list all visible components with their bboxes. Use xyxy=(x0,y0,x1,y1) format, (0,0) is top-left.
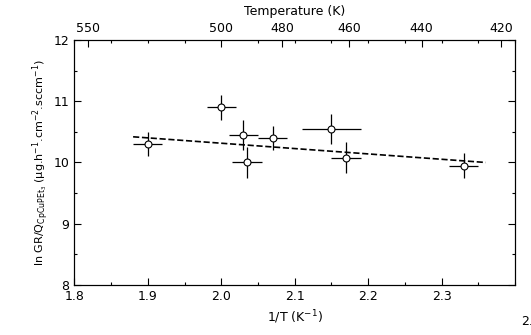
X-axis label: 1/T (K$^{-1}$): 1/T (K$^{-1}$) xyxy=(267,308,323,326)
Text: 2.4x10: 2.4x10 xyxy=(520,315,531,328)
Y-axis label: ln GR/Q$_\mathrm{CpCuPEt_3}$ (μg.h$^{-1}$.cm$^{-2}$.sccm$^{-1}$): ln GR/Q$_\mathrm{CpCuPEt_3}$ (μg.h$^{-1}… xyxy=(30,59,51,266)
X-axis label: Temperature (K): Temperature (K) xyxy=(244,5,345,18)
